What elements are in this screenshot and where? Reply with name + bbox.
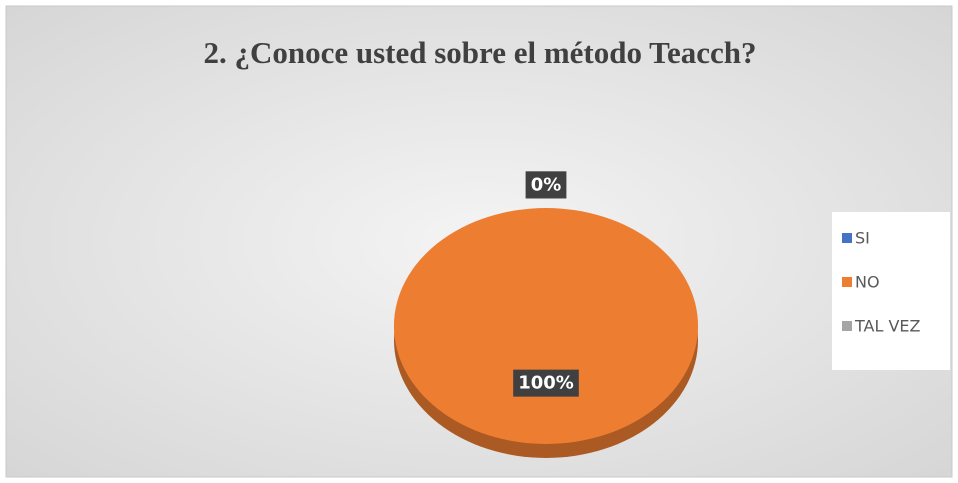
legend-swatch [842,277,852,287]
pie-slice [393,207,699,444]
data-label-background [525,171,567,199]
legend-swatch [842,321,852,331]
data-label: 0% [531,174,562,195]
chart-title: 2. ¿Conoce usted sobre el método Teacch? [203,35,756,70]
legend-swatch [842,233,852,243]
legend-label: SI [855,229,870,248]
legend-label: NO [855,273,880,292]
legend-label: TAL VEZ [854,317,921,336]
data-label: 100% [518,373,574,394]
data-label-background [513,369,579,397]
